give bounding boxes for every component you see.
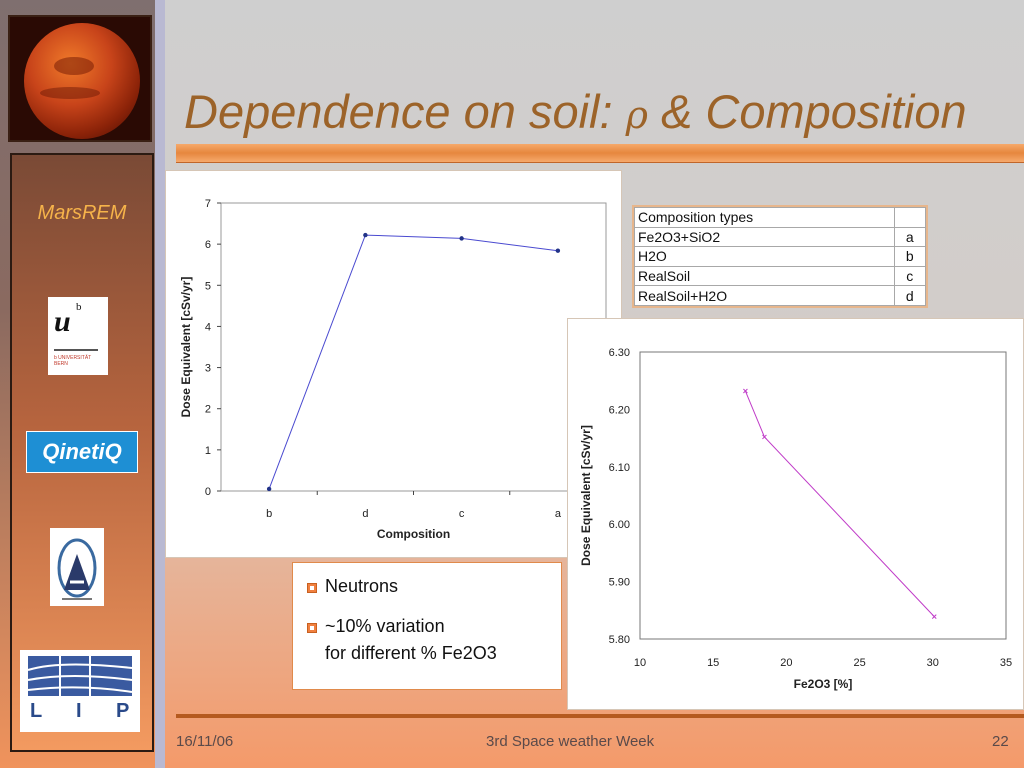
- table-cell: RealSoil+H2O: [634, 285, 895, 306]
- table-cell: a: [893, 226, 927, 248]
- fe2o3-chart: 5.80 5.90 6.00 6.10 6.20 6.30 10 15 20 25 30 35 Fe2O…: [579, 347, 1012, 691]
- footer-event: 3rd Space weather Week: [486, 733, 655, 750]
- table-cell: RealSoil: [634, 265, 895, 287]
- logo-panel: MarsREM u b b UNIVERSITÄT BERN QinetiQ L…: [10, 153, 154, 752]
- data-point: [762, 434, 767, 440]
- y-tick-label: 6: [205, 239, 211, 251]
- unibern-logo-mark: u: [54, 305, 71, 338]
- data-point: [555, 248, 561, 253]
- table-header-cell: [893, 207, 927, 228]
- table-cell: c: [893, 265, 927, 287]
- x-tick-label: 15: [707, 657, 719, 669]
- lip-letter-l: L: [30, 700, 43, 722]
- y-tick-label: 5: [205, 280, 211, 292]
- composition-chart-panel: 0 1 2 3 4 5 6 7 b d c a Composition Dose Equivalent […: [165, 170, 622, 558]
- note-variation-detail: for different % Fe2O3: [325, 643, 497, 663]
- y-axis-label: Dose Equivalent [cSv/yr]: [579, 425, 593, 566]
- fe2o3-chart-panel: 5.80 5.90 6.00 6.10 6.20 6.30 10 15 20 25 30 35 Fe2O…: [567, 318, 1024, 710]
- note-variation: ~10% variation: [325, 616, 445, 636]
- lip-logo-graphic: [27, 656, 133, 696]
- unibern-logo: u b b UNIVERSITÄT BERN: [48, 297, 108, 375]
- title-suffix: & Composition: [661, 85, 967, 138]
- aerospace-logo: [50, 528, 104, 606]
- x-tick-label: 35: [1000, 657, 1012, 669]
- data-point: [459, 236, 464, 241]
- y-tick-label: 6.00: [609, 519, 630, 531]
- table-cell: d: [893, 285, 927, 306]
- data-point: [743, 388, 748, 394]
- data-point: [931, 614, 937, 619]
- composition-table-container: Composition types Fe2O3+SiO2 a H2O b Rea…: [632, 205, 928, 308]
- table-cell: H2O: [634, 246, 895, 267]
- y-tick-label: 7: [205, 198, 211, 210]
- y-tick-label: 6.10: [609, 462, 630, 474]
- qinetiq-logo: QinetiQ: [26, 431, 138, 473]
- bullet-icon: [307, 583, 317, 593]
- lip-letter-p: P: [116, 700, 130, 722]
- y-tick-label: 3: [205, 363, 211, 375]
- y-tick-label: 5.90: [609, 577, 630, 589]
- footer-divider: [176, 714, 1024, 718]
- table-cell: b: [893, 246, 927, 267]
- plot-frame: [639, 351, 1007, 640]
- table-row: RealSoil c: [634, 265, 927, 287]
- table-row: RealSoil+H2O d: [634, 285, 927, 306]
- title-prefix: Dependence on soil:: [184, 85, 613, 138]
- table-row: Fe2O3+SiO2 a: [634, 226, 927, 248]
- footer-date: 16/11/06: [176, 733, 234, 750]
- x-tick-label: b: [266, 508, 272, 520]
- composition-table: Composition types Fe2O3+SiO2 a H2O b Rea…: [634, 207, 927, 306]
- y-axis-label: Dose Equivalent [cSv/yr]: [179, 277, 193, 418]
- y-tick-label: 0: [205, 486, 211, 498]
- lip-logo: L I P: [20, 650, 140, 732]
- bullet-icon: [307, 623, 317, 633]
- x-tick-label: c: [459, 508, 465, 520]
- y-tick-label: 5.80: [609, 634, 630, 646]
- unibern-logo-super: b: [76, 301, 82, 313]
- title-underline-bar: [176, 144, 1024, 163]
- notes-box: Neutrons ~10% variation for different % …: [292, 562, 562, 690]
- y-tick-label: 6.30: [609, 347, 630, 359]
- y-tick-label: 2: [205, 404, 211, 416]
- x-tick-label: d: [362, 508, 368, 520]
- data-point: [266, 486, 272, 492]
- y-tick-label: 4: [205, 321, 211, 333]
- x-tick-label: a: [555, 508, 562, 520]
- table-header-cell: Composition types: [634, 207, 895, 228]
- y-tick-label: 6.20: [609, 404, 630, 416]
- footer-page-number: 22: [992, 733, 1009, 750]
- project-name: MarsREM: [37, 202, 127, 224]
- series-line: [268, 234, 558, 490]
- series-line: [744, 390, 935, 617]
- title-rho-symbol: ρ: [625, 93, 648, 137]
- sidebar-divider: [155, 0, 165, 768]
- x-tick-label: 20: [780, 657, 792, 669]
- plot-frame: [220, 202, 607, 492]
- note-neutrons: Neutrons: [325, 576, 399, 596]
- x-axis-label: Fe2O3 [%]: [794, 677, 853, 691]
- x-tick-label: 25: [853, 657, 865, 669]
- x-tick-label: 30: [927, 657, 939, 669]
- mars-image: [8, 15, 152, 142]
- x-axis-label: Composition: [377, 527, 450, 541]
- table-cell: Fe2O3+SiO2: [634, 226, 895, 248]
- mars-planet: [24, 23, 140, 139]
- unibern-logo-text: b UNIVERSITÄT BERN: [54, 355, 92, 367]
- y-tick-label: 1: [205, 445, 211, 457]
- lip-letter-i: I: [76, 700, 82, 722]
- data-point: [363, 232, 368, 238]
- table-header-row: Composition types: [634, 207, 927, 228]
- table-row: H2O b: [634, 246, 927, 267]
- slide-title: Dependence on soil: ρ & Composition: [184, 84, 1014, 144]
- aerospace-logo-icon: [57, 538, 97, 600]
- x-tick-label: 10: [634, 657, 646, 669]
- composition-chart: 0 1 2 3 4 5 6 7 b d c a Composition Dose Equivalent […: [179, 198, 607, 541]
